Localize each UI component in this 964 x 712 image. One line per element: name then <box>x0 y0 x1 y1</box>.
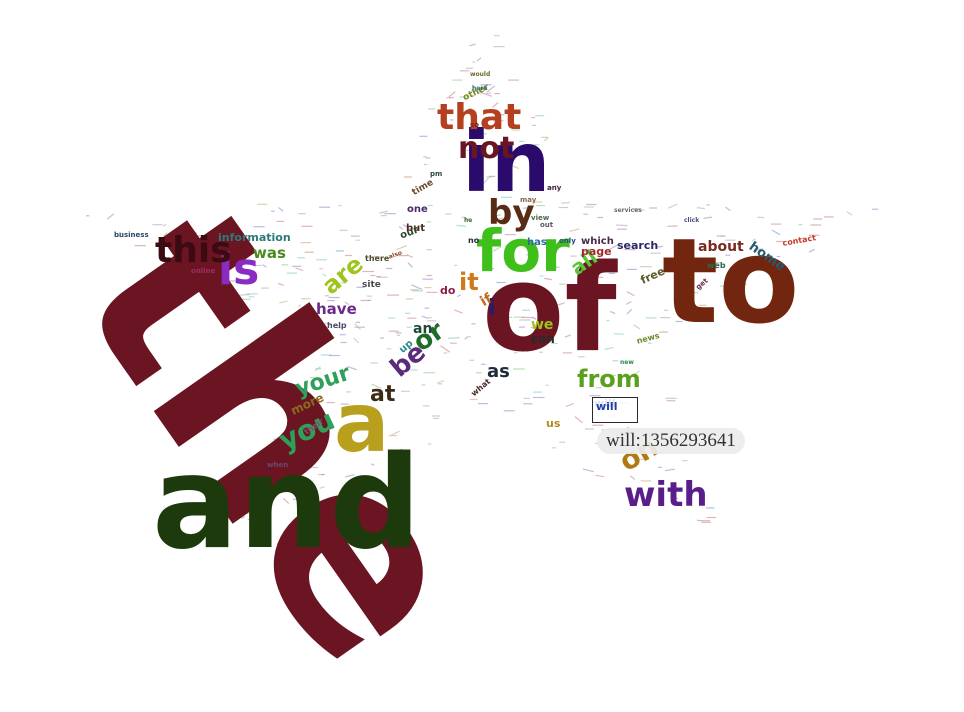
word-may[interactable]: may <box>520 197 536 204</box>
word-us[interactable]: us <box>546 418 560 429</box>
word-services[interactable]: services <box>614 208 642 214</box>
word-he[interactable]: he <box>464 218 472 224</box>
word-business[interactable]: business <box>114 232 149 239</box>
word-with[interactable]: with <box>624 478 708 512</box>
word-we[interactable]: we <box>531 318 553 332</box>
filler-word <box>407 255 413 258</box>
word-page[interactable]: page <box>581 246 612 257</box>
word-it[interactable]: it <box>459 270 479 294</box>
filler-word <box>408 263 413 268</box>
word-which[interactable]: which <box>581 237 614 247</box>
word-one[interactable]: one <box>407 205 428 215</box>
filler-word <box>566 404 574 407</box>
word-at[interactable]: at <box>370 384 395 406</box>
filler-word <box>634 325 640 329</box>
filler-word <box>668 204 677 208</box>
word-site[interactable]: site <box>362 281 381 290</box>
filler-word <box>437 381 444 384</box>
filler-word <box>107 214 113 219</box>
word-so[interactable]: so <box>470 122 479 129</box>
word-about[interactable]: about <box>698 240 744 254</box>
filler-word <box>583 469 594 472</box>
word-web[interactable]: web <box>707 262 726 270</box>
word-only[interactable]: only <box>559 238 576 245</box>
word-there[interactable]: there <box>365 255 389 263</box>
filler-word <box>440 346 450 352</box>
filler-word <box>470 44 476 46</box>
word-tooltip: will:1356293641 <box>597 428 745 454</box>
word-pm[interactable]: pm <box>430 171 442 178</box>
filler-word <box>456 225 466 226</box>
word-cloud: theofandtoainforthatnotisthisbywithonfro… <box>0 0 964 592</box>
word-not[interactable]: not <box>458 134 514 164</box>
filler-word <box>626 302 631 305</box>
filler-word <box>596 475 604 476</box>
filler-word <box>477 58 481 61</box>
filler-word <box>380 211 388 213</box>
hovered-word-highlight[interactable]: will <box>592 397 638 423</box>
word-search[interactable]: search <box>617 240 658 251</box>
filler-word <box>697 520 702 521</box>
word-information[interactable]: information <box>218 232 291 243</box>
word-help[interactable]: help <box>327 322 347 330</box>
filler-word <box>412 285 423 290</box>
filler-word <box>726 207 731 211</box>
word-from[interactable]: from <box>577 367 641 391</box>
word-online[interactable]: online <box>191 268 215 275</box>
word-any[interactable]: any <box>547 185 561 192</box>
word-was[interactable]: was <box>253 246 286 261</box>
filler-word <box>627 309 632 314</box>
filler-word <box>665 469 675 471</box>
filler-word <box>627 292 635 296</box>
word-would[interactable]: would <box>470 72 490 78</box>
hovered-word-label: will <box>596 400 617 413</box>
filler-word <box>697 208 705 209</box>
filler-word <box>809 249 815 252</box>
word-out[interactable]: out <box>540 222 553 229</box>
word-has[interactable]: has <box>527 238 547 248</box>
word-new[interactable]: new <box>620 360 634 366</box>
word-when[interactable]: when <box>267 462 288 469</box>
filler-word <box>561 203 570 204</box>
word-here[interactable]: here <box>472 86 487 92</box>
word-click[interactable]: click <box>684 218 699 224</box>
word-have[interactable]: have <box>316 302 357 317</box>
filler-word <box>163 224 166 226</box>
word-can[interactable]: can <box>531 333 555 345</box>
word-an[interactable]: an <box>413 322 432 336</box>
word-as[interactable]: as <box>487 363 510 381</box>
filler-word <box>616 225 627 226</box>
filler-word <box>569 229 579 232</box>
filler-word <box>454 310 463 313</box>
word-do[interactable]: do <box>440 285 455 296</box>
word-no[interactable]: no <box>468 237 479 245</box>
filler-word <box>575 417 583 423</box>
filler-word <box>847 212 852 216</box>
